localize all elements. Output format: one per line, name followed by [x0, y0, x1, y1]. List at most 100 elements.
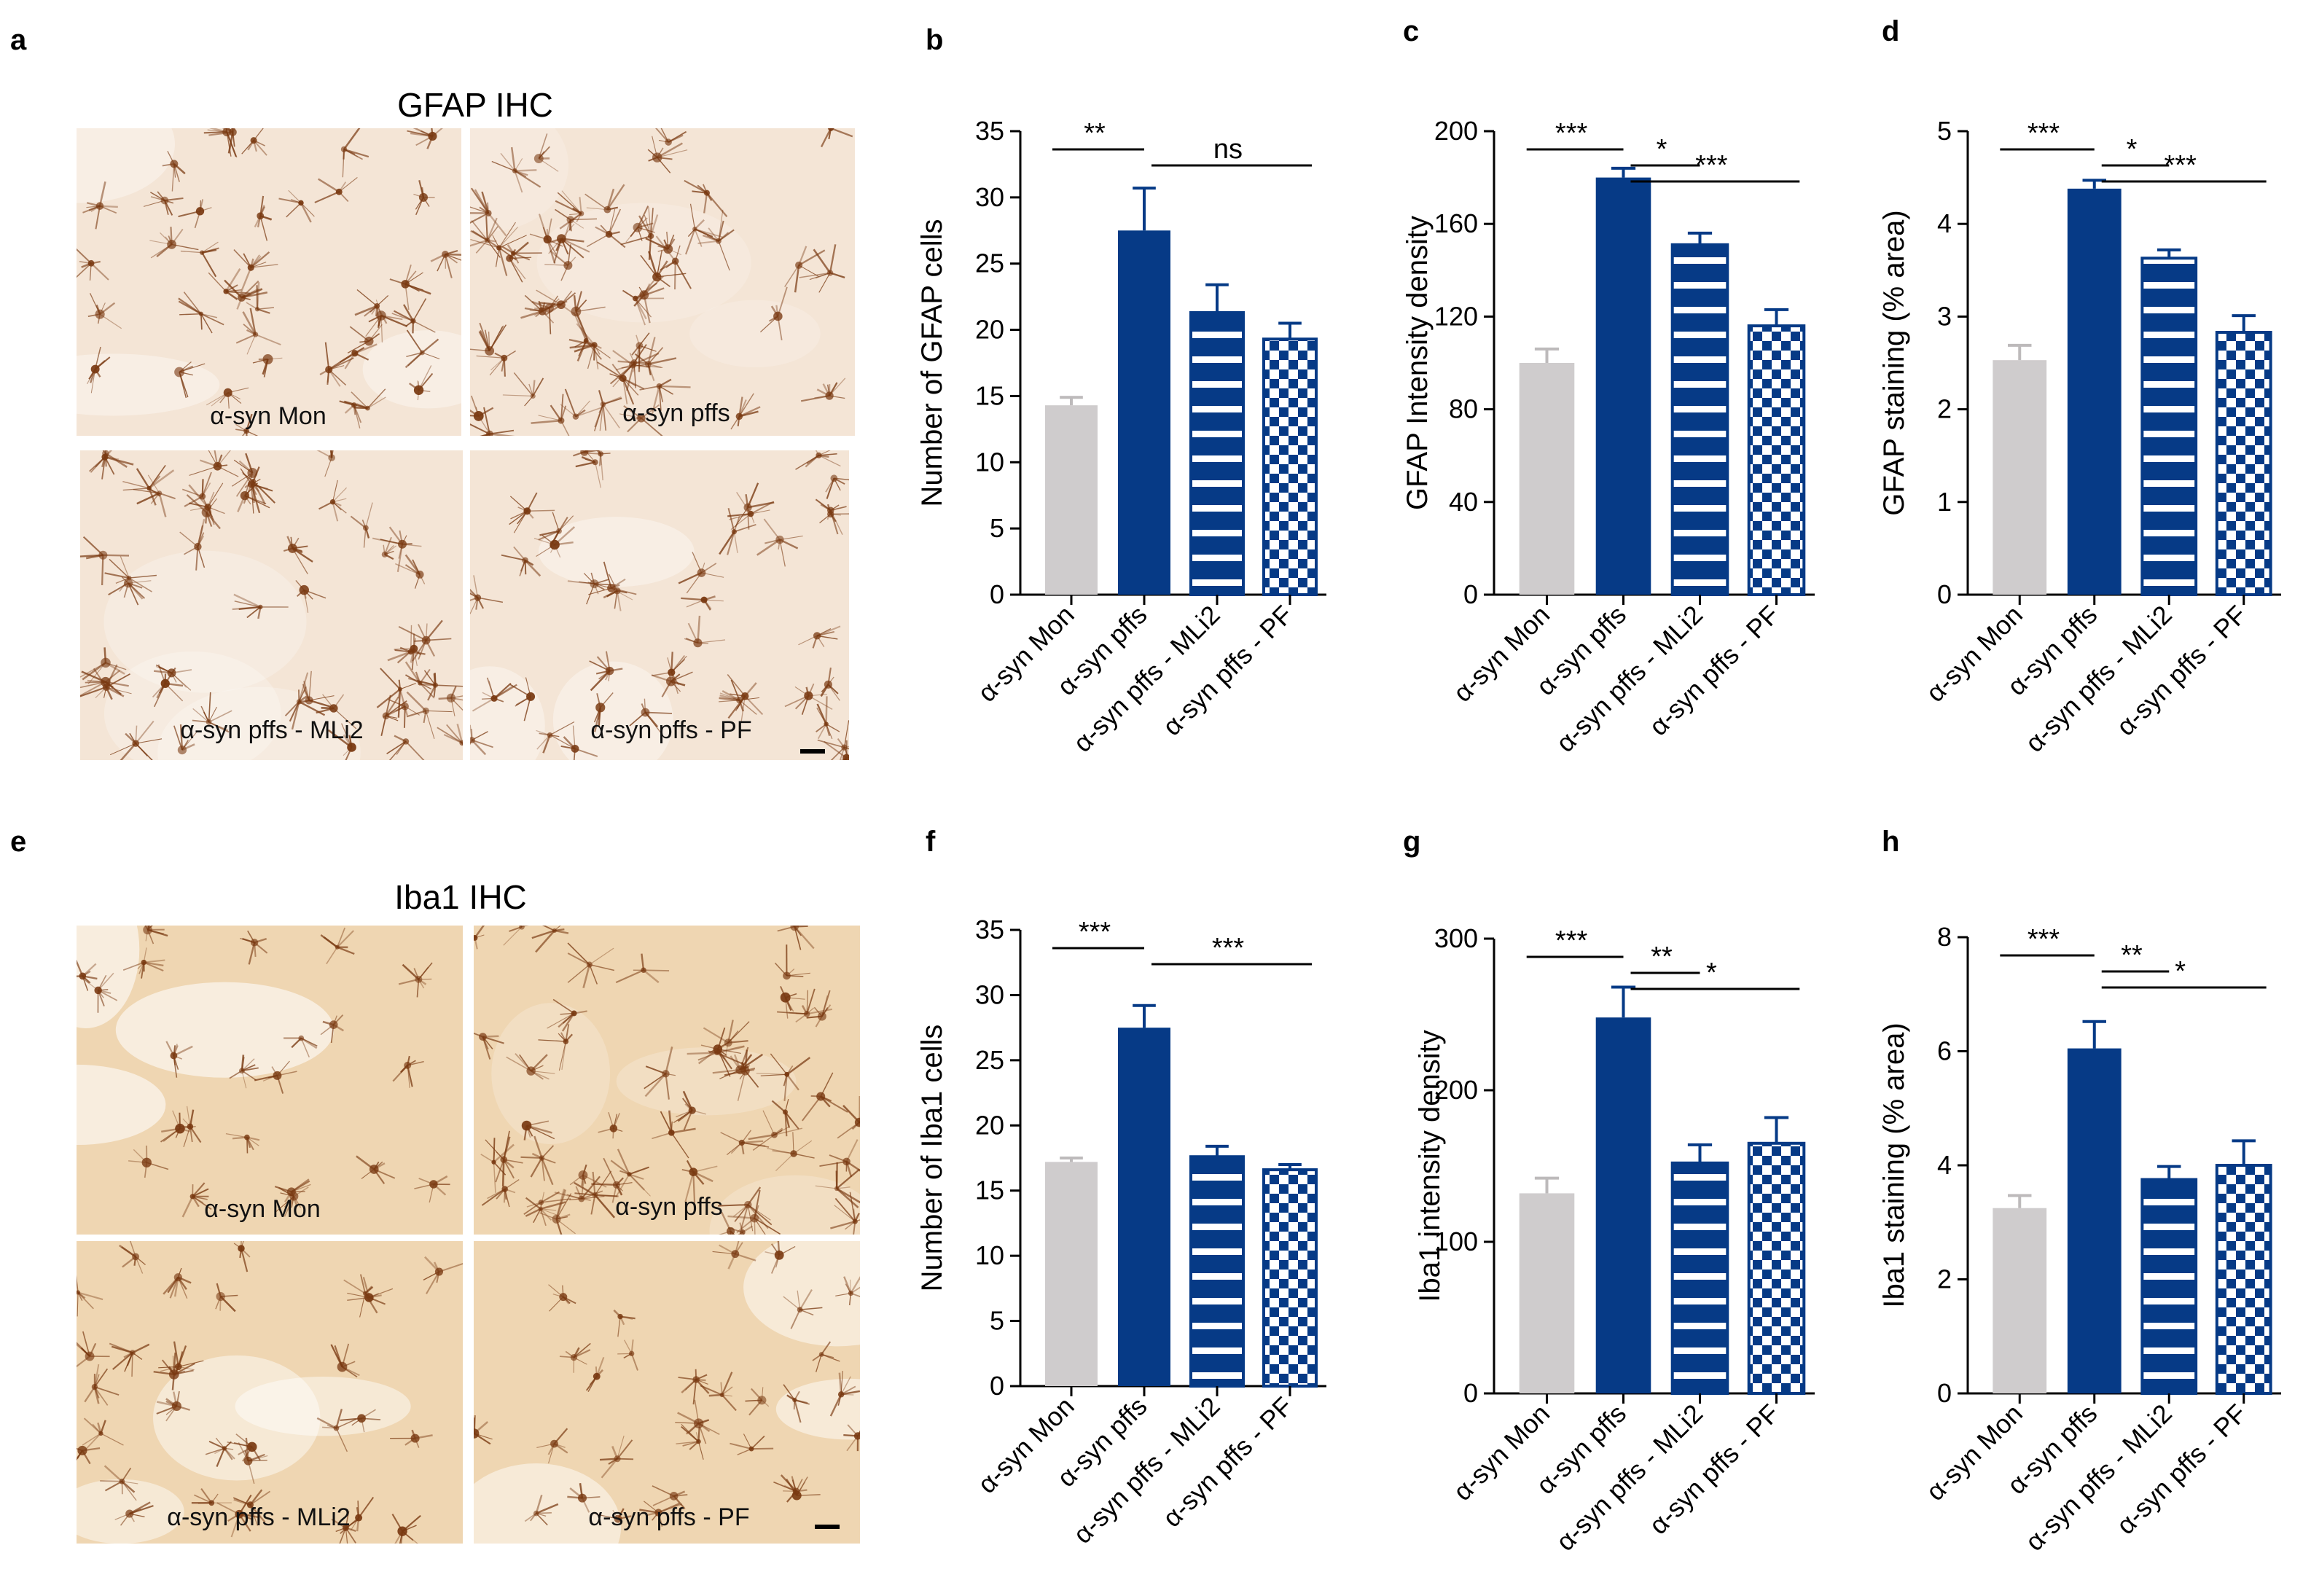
significance-label: ** — [1651, 942, 1673, 972]
micrographs: α-syn Mon α-syn pffs α-syn pffs - MLi2 α-sy… — [77, 128, 860, 1544]
micrograph-tile: α-syn pffs — [474, 926, 860, 1235]
y-tick-label: 0 — [1937, 1378, 1952, 1408]
cell-marks — [80, 450, 463, 760]
significance-label: * — [1706, 958, 1717, 988]
bar-c-1 — [1595, 177, 1651, 595]
panel-label-e: e — [10, 826, 26, 858]
chart-panel-b: 0 5 10 15 20 25 30 35 Number of GFAP cells α-syn … — [916, 116, 1326, 758]
bar-b-0 — [1045, 405, 1098, 595]
significance-label: ** — [2121, 940, 2143, 971]
gfap-ihc-title: GFAP IHC — [397, 86, 553, 124]
iba1-ihc-title: Iba1 IHC — [394, 878, 527, 916]
y-tick-label: 30 — [975, 979, 1004, 1009]
bar-f-2 — [1189, 1155, 1245, 1388]
significance-label: * — [1657, 134, 1667, 165]
bar-h-0 — [1993, 1208, 2047, 1393]
panel-label-c: c — [1403, 15, 1419, 47]
micrograph-background — [77, 1241, 463, 1544]
cell-marks — [474, 1241, 860, 1544]
significance-label: *** — [2027, 118, 2060, 149]
category-label: α-syn pffs - PF — [1157, 600, 1299, 742]
category-label: α-syn Mon — [1447, 1399, 1555, 1506]
micrograph-label: α-syn Mon — [210, 402, 326, 430]
micrograph-background — [470, 450, 849, 760]
panel-label-d: d — [1882, 15, 1899, 47]
bar-c-3 — [1747, 324, 1806, 596]
y-tick-label: 25 — [975, 249, 1004, 278]
cell-marks — [77, 926, 450, 1218]
micrograph-tile: α-syn pffs - PF — [474, 1241, 860, 1544]
y-tick-label: 40 — [1449, 487, 1478, 517]
y-tick-label: 0 — [990, 1371, 1004, 1401]
scale-bar — [800, 749, 825, 754]
cell-marks — [470, 450, 849, 760]
micrograph-tile: α-syn Mon — [77, 128, 461, 436]
y-tick-label: 15 — [975, 380, 1004, 410]
y-axis-label: Number of GFAP cells — [916, 219, 948, 507]
bar-h-2 — [2140, 1178, 2198, 1395]
significance-label: *** — [1212, 933, 1245, 963]
micrograph-label: α-syn pffs - PF — [588, 1503, 749, 1531]
panel-label-b: b — [926, 24, 943, 56]
panel-label-g: g — [1403, 826, 1420, 858]
bar-c-2 — [1670, 243, 1729, 596]
micrograph-label: α-syn pffs — [615, 1193, 723, 1221]
micrograph-tile: α-syn pffs - MLi2 — [77, 1241, 463, 1544]
y-tick-label: 1 — [1937, 487, 1952, 517]
y-tick-label: 10 — [975, 447, 1004, 477]
y-tick-label: 15 — [975, 1176, 1004, 1205]
y-tick-label: 4 — [1937, 208, 1952, 238]
chart-panel-g: 0 100 200 300 Iba1 intensity density α-syn Mo… — [1414, 923, 1815, 1557]
y-tick-label: 35 — [975, 116, 1004, 146]
y-tick-label: 5 — [990, 513, 1004, 543]
micrograph-label: α-syn Mon — [204, 1195, 320, 1223]
y-tick-label: 20 — [975, 1110, 1004, 1140]
micrograph-tile: α-syn pffs — [470, 128, 855, 436]
category-label: α-syn Mon — [1447, 600, 1555, 708]
bar-b-2 — [1189, 310, 1245, 596]
micrograph-tile: α-syn Mon — [77, 926, 463, 1235]
scale-bar — [815, 1525, 840, 1529]
significance-label: * — [2127, 134, 2138, 165]
category-label: α-syn pffs - PF — [1643, 1399, 1786, 1541]
y-tick-label: 100 — [1434, 1227, 1478, 1256]
cell-marks — [77, 1241, 463, 1544]
y-tick-label: 6 — [1937, 1036, 1952, 1066]
micrograph-label: α-syn pffs - PF — [590, 716, 751, 744]
micrograph-label: α-syn pffs - MLi2 — [167, 1503, 350, 1531]
bar-c-0 — [1519, 363, 1575, 595]
micrograph-label: α-syn pffs - MLi2 — [180, 716, 363, 744]
bar-g-0 — [1519, 1193, 1575, 1393]
y-tick-label: 0 — [1463, 579, 1478, 609]
significance-label: *** — [1555, 926, 1588, 956]
significance-label: *** — [2165, 150, 2197, 181]
y-axis-label: GFAP Intensity density — [1401, 216, 1434, 510]
y-tick-label: 5 — [990, 1306, 1004, 1336]
bar-d-3 — [2215, 331, 2272, 596]
y-axis-label: Number of Iba1 cells — [916, 1025, 948, 1292]
y-axis-label: GFAP staining (% area) — [1878, 210, 1910, 515]
micrograph-tile: α-syn pffs - MLi2 — [80, 450, 463, 760]
bar-d-0 — [1993, 360, 2047, 595]
bar-b-1 — [1118, 230, 1170, 595]
y-axis-label: Iba1 staining (% area) — [1878, 1022, 1910, 1307]
significance-label: *** — [1079, 917, 1111, 947]
y-tick-label: 80 — [1449, 394, 1478, 424]
micrograph-label: α-syn pffs — [622, 399, 730, 427]
y-axis-label: Iba1 intensity density — [1414, 1030, 1446, 1302]
chart-panel-c: 0 40 80 120 160 200 GFAP Intensity density α-sy… — [1401, 116, 1815, 758]
panel-label-f: f — [926, 826, 936, 858]
y-tick-label: 200 — [1434, 116, 1478, 146]
y-tick-label: 120 — [1434, 301, 1478, 331]
cell-marks — [474, 926, 860, 1235]
y-tick-label: 300 — [1434, 923, 1478, 953]
y-tick-label: 35 — [975, 915, 1004, 944]
y-tick-label: 5 — [1937, 116, 1952, 146]
bar-h-3 — [2215, 1164, 2272, 1395]
bar-g-3 — [1747, 1141, 1806, 1396]
significance-label: ns — [1213, 134, 1243, 165]
